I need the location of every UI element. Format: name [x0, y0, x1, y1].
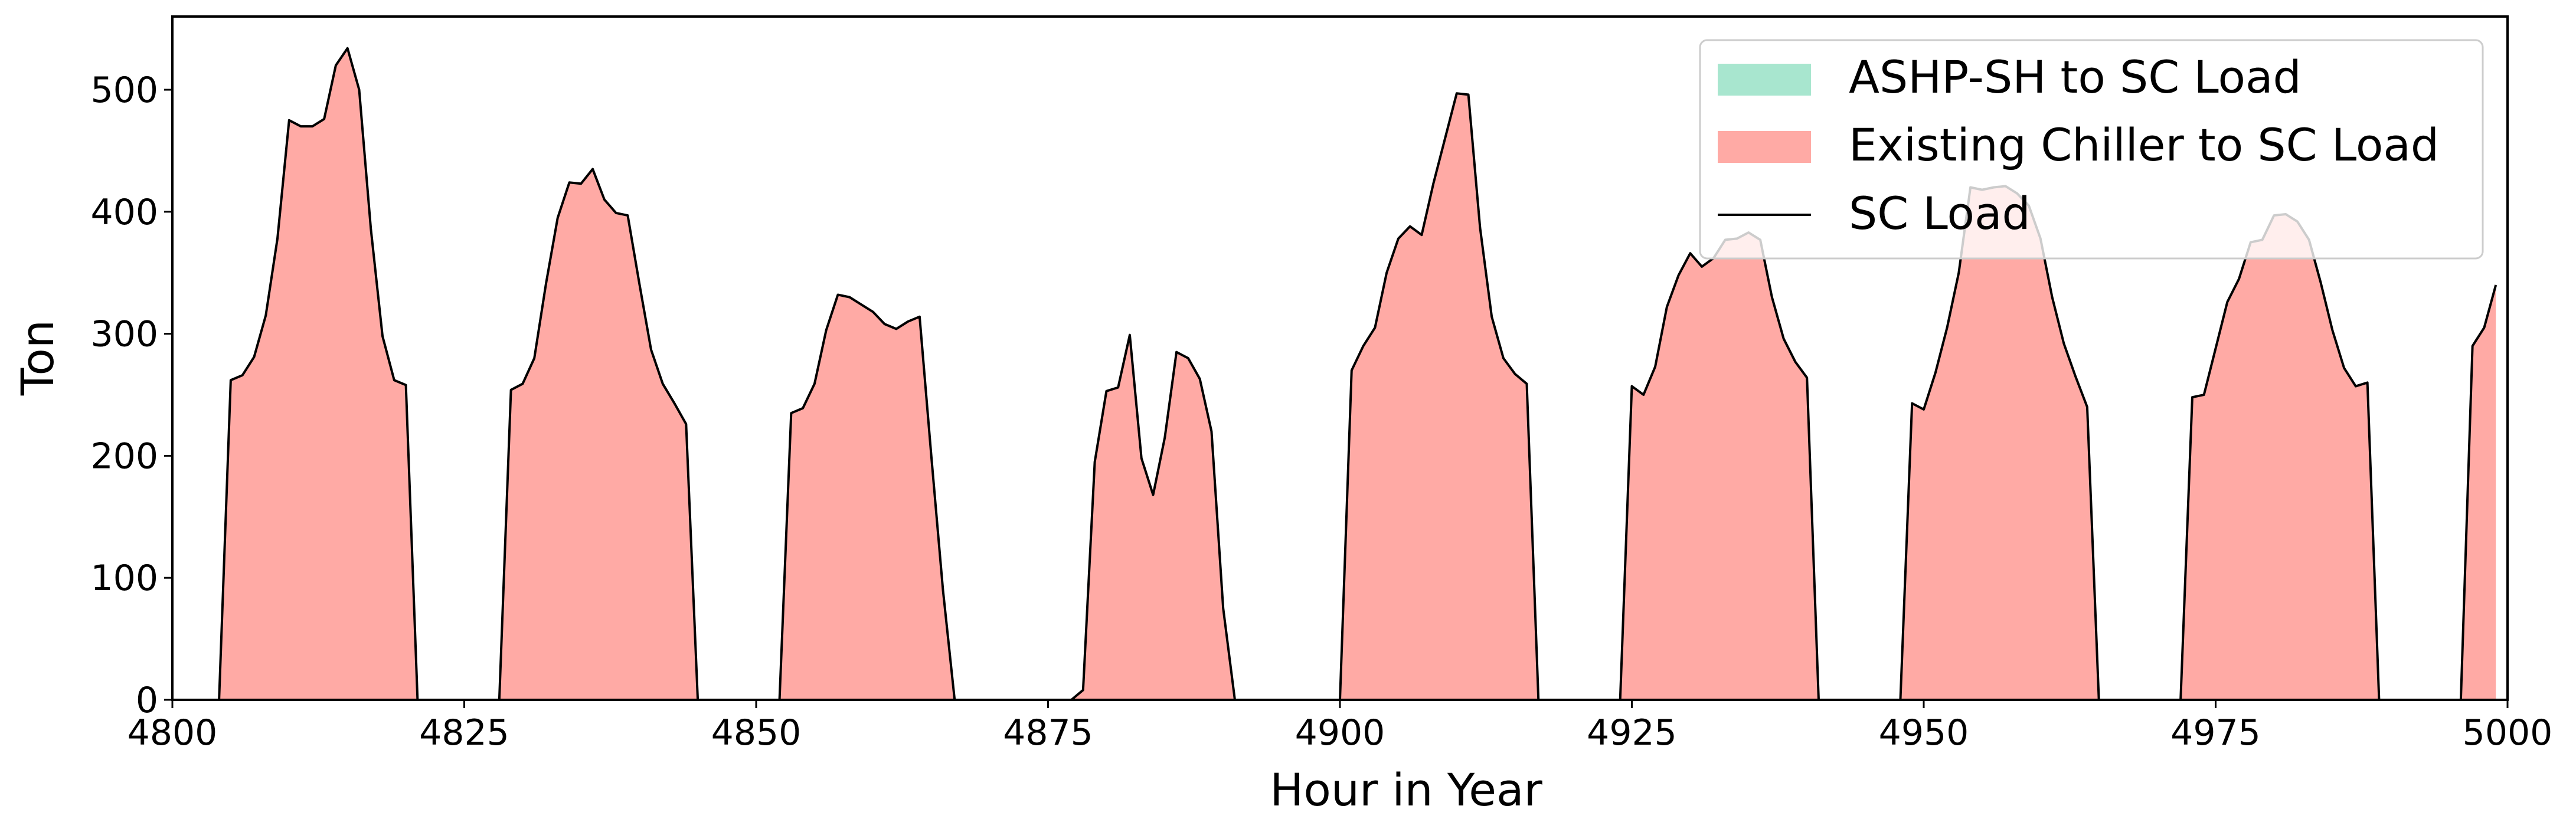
legend: ASHP-SH to SC Load Existing Chiller to S…: [1699, 39, 2484, 260]
y-tick-label: 300: [90, 314, 158, 355]
plot-area: [172, 47, 2497, 701]
x-tick-label: 4925: [1587, 712, 1677, 754]
x-tick-label: 4850: [711, 712, 802, 754]
legend-label-chiller: Existing Chiller to SC Load: [1849, 119, 2439, 171]
x-tick-label: 4900: [1295, 712, 1385, 754]
x-tick-label: 4800: [128, 712, 218, 754]
x-tick-label: 4950: [1879, 712, 1969, 754]
x-tick-label: 4825: [419, 712, 509, 754]
series-line-sc-load: [172, 47, 2497, 701]
x-tick-label: 4875: [1003, 712, 1093, 754]
y-axis-title: Ton: [11, 320, 64, 396]
legend-label-load: SC Load: [1849, 187, 2031, 240]
y-tick-label: 500: [90, 70, 158, 111]
legend-swatch-chiller: [1718, 131, 1811, 163]
x-tick-label: 4975: [2170, 712, 2261, 754]
x-axis-title: Hour in Year: [1270, 764, 1542, 816]
legend-label-ashp: ASHP-SH to SC Load: [1849, 51, 2302, 103]
x-tick-label: 5000: [2463, 712, 2553, 754]
legend-swatch-ashp: [1718, 64, 1811, 96]
y-tick-label: 100: [90, 558, 158, 599]
axes: 4800 4825 4850 4875 4900 4925 4950 4975 5000 0 100…: [90, 15, 2553, 754]
legend-frame: [1699, 39, 2484, 260]
y-tick-label: 200: [90, 435, 158, 477]
y-tick-label: 0: [136, 680, 158, 721]
series-area-chiller: [172, 48, 2496, 700]
y-tick-label: 400: [90, 192, 158, 233]
